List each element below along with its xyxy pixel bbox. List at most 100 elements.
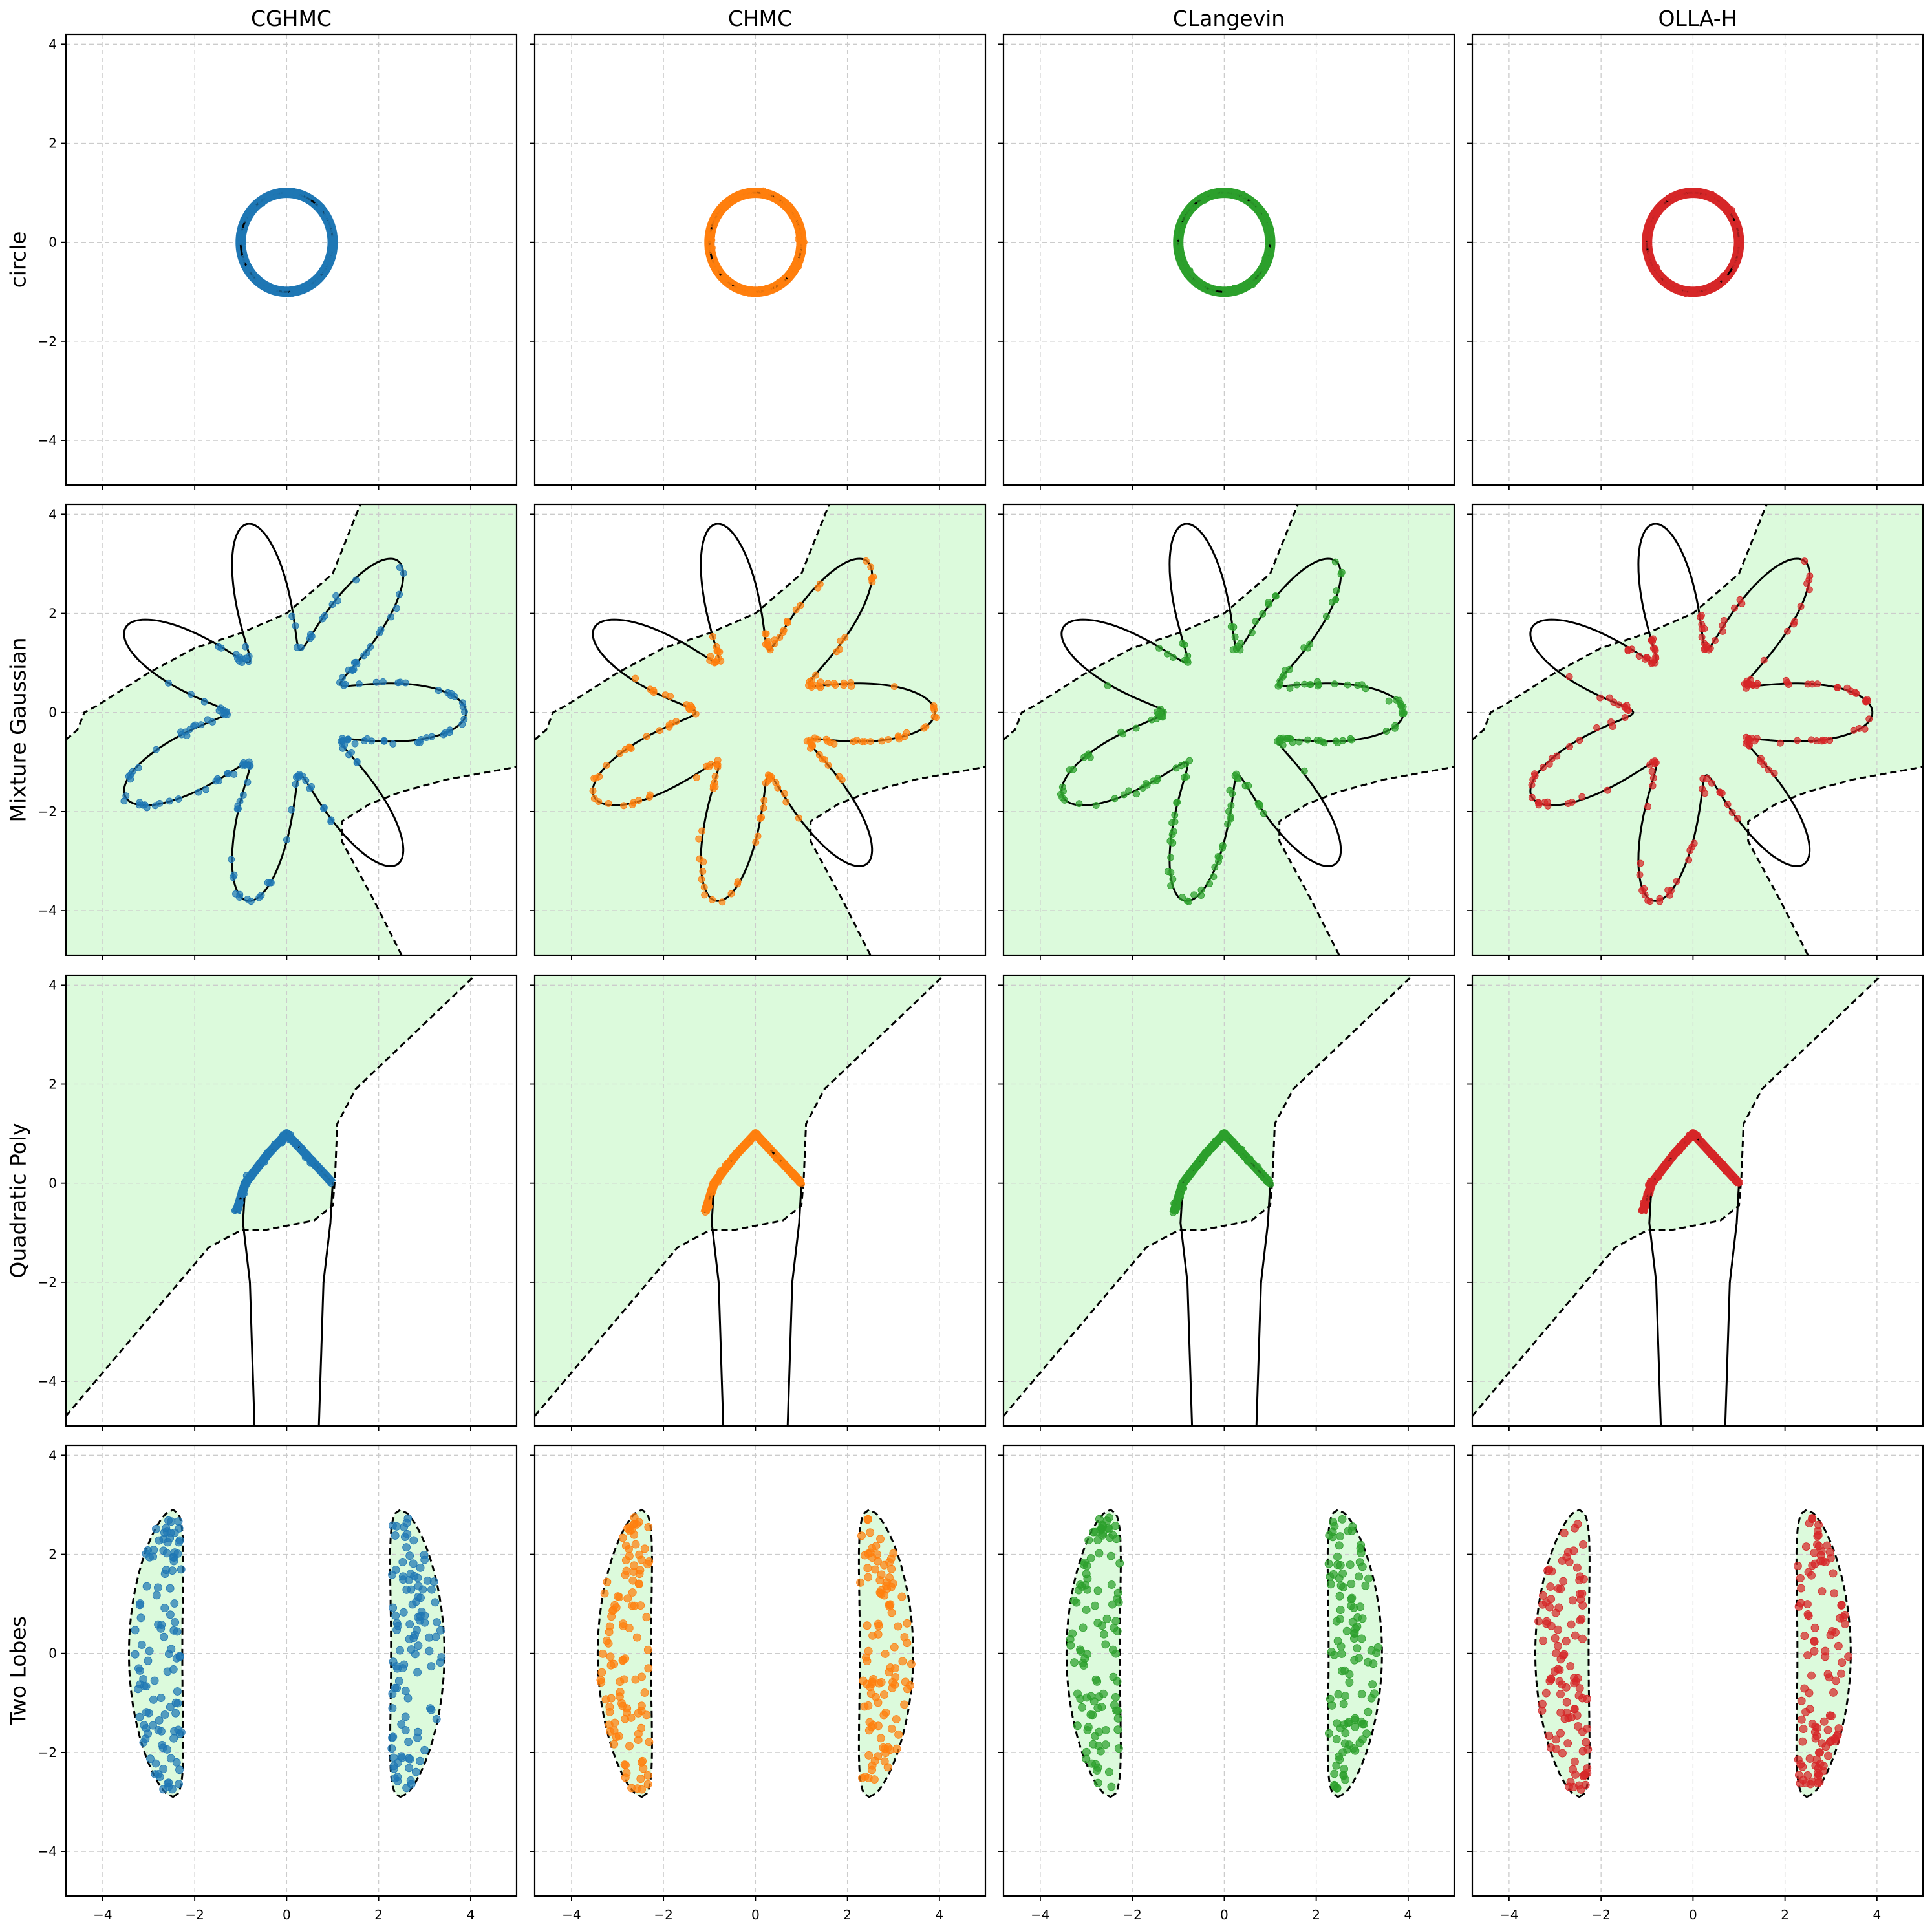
sample-point: [413, 1573, 422, 1582]
sample-point: [1066, 766, 1073, 773]
sample-point: [328, 601, 336, 609]
sample-point: [1566, 1778, 1575, 1787]
sample-point: [1336, 1642, 1346, 1651]
sample-point: [1777, 739, 1784, 747]
sample-point: [866, 1528, 875, 1537]
panel: [1467, 33, 1924, 490]
sample-point: [1347, 1601, 1356, 1610]
sample-point: [1058, 783, 1066, 791]
sample-point: [136, 1613, 145, 1623]
inequality-boundary: [66, 975, 477, 1417]
inequality-boundary: [1472, 975, 1883, 1417]
sample-point: [1101, 1640, 1110, 1649]
sample-point: [1110, 1701, 1119, 1710]
sample-point: [305, 282, 313, 290]
sample-point: [876, 1535, 885, 1544]
sample-point: [401, 1533, 409, 1542]
sample-point: [625, 1544, 633, 1553]
sample-point: [1357, 1634, 1366, 1643]
sample-point: [413, 1626, 421, 1635]
sample-point: [217, 644, 225, 652]
sample-point: [1272, 592, 1280, 599]
sample-point: [169, 1626, 178, 1635]
sample-point: [1336, 1532, 1345, 1541]
sample-point: [292, 190, 300, 198]
sample-point: [1554, 1641, 1563, 1650]
sample-point: [1341, 1775, 1350, 1784]
sample-point: [1566, 743, 1573, 750]
sample-point: [1081, 1580, 1090, 1590]
sample-point: [1840, 1610, 1849, 1619]
sample-point: [1605, 694, 1613, 702]
sample-point: [235, 1200, 243, 1207]
sample-point: [616, 1677, 625, 1687]
sample-point: [1211, 863, 1219, 871]
sample-point: [1831, 1676, 1840, 1685]
sample-point: [894, 1730, 903, 1739]
sample-point: [772, 195, 779, 203]
sample-point: [1715, 1158, 1723, 1166]
panel-plot-area: [1004, 1445, 1454, 1896]
sample-point: [1111, 795, 1119, 803]
sample-point: [751, 188, 759, 195]
sample-point: [930, 702, 938, 709]
sample-point: [1552, 1744, 1561, 1753]
panel: [998, 974, 1455, 1431]
sample-point: [293, 288, 300, 296]
sample-point: [458, 699, 466, 707]
y-tick-label: 4: [48, 977, 57, 993]
sample-point: [363, 649, 370, 656]
sample-point: [177, 1565, 186, 1574]
sample-point: [618, 1701, 627, 1710]
sample-point: [1547, 1567, 1556, 1576]
column-titles: CGHMC CHMC CLangevin OLLA-H: [251, 6, 1737, 31]
sample-point: [150, 1676, 159, 1685]
sample-point: [1073, 1689, 1082, 1698]
sample-point: [711, 779, 718, 786]
sample-point: [621, 1760, 630, 1769]
sample-point: [1551, 1735, 1560, 1744]
sample-point: [405, 1576, 413, 1584]
sample-point: [1571, 1631, 1580, 1640]
sample-point: [1861, 725, 1869, 733]
y-tick-label: 2: [48, 1077, 57, 1092]
sample-point: [1093, 1586, 1102, 1595]
sample-point: [319, 272, 326, 280]
sample-point: [164, 1782, 173, 1791]
sample-point: [814, 584, 822, 592]
sample-points: [1173, 188, 1275, 297]
y-tick-label: 0: [48, 705, 57, 720]
sample-point: [191, 721, 199, 729]
sample-point: [1101, 1726, 1110, 1734]
sample-point: [1538, 1699, 1547, 1709]
sample-point: [885, 1573, 894, 1582]
x-tick-label: −2: [1591, 1907, 1610, 1923]
sample-point: [323, 211, 330, 219]
sample-point: [1327, 1701, 1336, 1710]
panel-plot-area: [535, 34, 985, 485]
sample-point: [1181, 214, 1188, 222]
sample-point: [1782, 676, 1790, 684]
sample-points: [120, 564, 468, 905]
sample-point: [1243, 282, 1251, 289]
sample-point: [870, 1775, 879, 1784]
sample-point: [1720, 272, 1727, 279]
sample-point: [1188, 202, 1196, 210]
sample-point: [341, 680, 349, 688]
sample-point: [387, 613, 394, 621]
sample-point: [1541, 1688, 1551, 1698]
sample-point: [160, 1604, 169, 1612]
sample-point: [1734, 240, 1742, 248]
sample-point: [1360, 1720, 1369, 1729]
sample-point: [1823, 1670, 1832, 1679]
inequality-boundary: [1004, 975, 1414, 1417]
sample-point: [758, 814, 765, 821]
sample-point: [195, 788, 202, 796]
sample-point: [634, 1709, 643, 1718]
panel-plot-area: [1472, 504, 1923, 955]
sample-point: [1579, 1771, 1588, 1780]
sample-point: [1092, 802, 1100, 809]
sample-point: [698, 827, 705, 835]
sample-point: [318, 266, 326, 274]
sample-point: [639, 1764, 648, 1773]
